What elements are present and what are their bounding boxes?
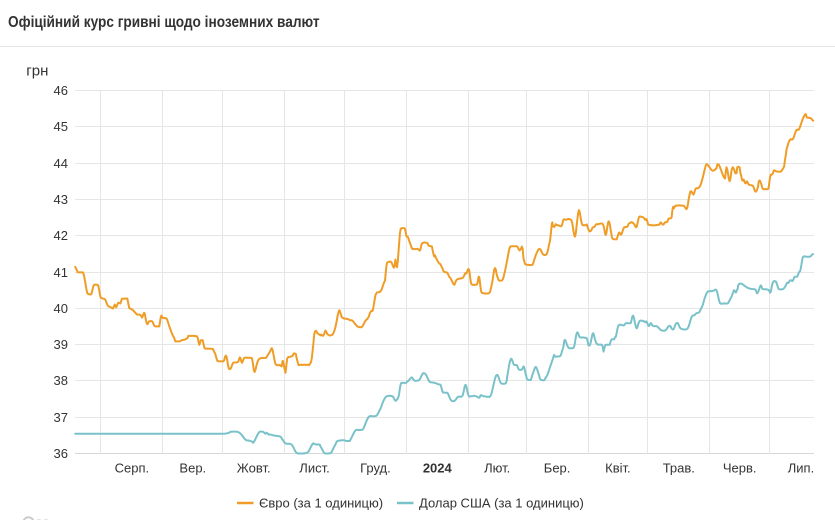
svg-text:38: 38 (54, 373, 68, 388)
svg-text:39: 39 (54, 337, 68, 352)
svg-text:Лип.: Лип. (788, 461, 814, 476)
svg-text:36: 36 (54, 446, 68, 461)
svg-text:Долар США (за 1 одиницю): Долар США (за 1 одиницю) (419, 496, 584, 511)
svg-text:Жовт.: Жовт. (237, 461, 271, 476)
svg-text:42: 42 (54, 228, 68, 243)
svg-text:Лист.: Лист. (299, 461, 329, 476)
svg-text:43: 43 (54, 192, 68, 207)
svg-text:Вер.: Вер. (179, 461, 206, 476)
svg-text:44: 44 (54, 156, 68, 171)
svg-text:Офіційний курс гривні щодо іно: Офіційний курс гривні щодо іноземних вал… (8, 14, 320, 31)
svg-text:40: 40 (54, 301, 68, 316)
svg-text:Лют.: Лют. (484, 461, 510, 476)
svg-text:Євро (за 1 одиницю): Євро (за 1 одиницю) (259, 496, 383, 511)
svg-text:41: 41 (54, 265, 68, 280)
svg-text:Квіт.: Квіт. (605, 461, 631, 476)
svg-text:Трав.: Трав. (663, 461, 695, 476)
svg-text:46: 46 (54, 83, 68, 98)
svg-text:45: 45 (54, 119, 68, 134)
svg-text:Серп.: Серп. (115, 461, 150, 476)
svg-text:Черв.: Черв. (723, 461, 757, 476)
svg-text:2024: 2024 (423, 461, 453, 476)
svg-text:37: 37 (54, 410, 68, 425)
svg-text:Груд.: Груд. (360, 461, 391, 476)
svg-text:грн: грн (26, 63, 48, 80)
svg-text:Бер.: Бер. (544, 461, 571, 476)
